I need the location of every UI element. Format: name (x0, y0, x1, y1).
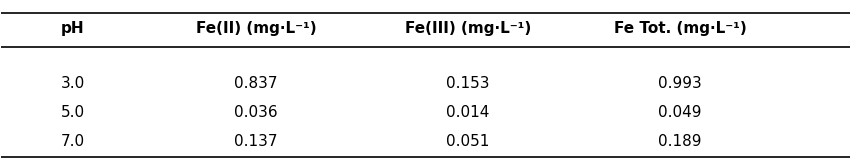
Text: 0.189: 0.189 (658, 134, 702, 149)
Text: 0.137: 0.137 (234, 134, 277, 149)
Text: 3.0: 3.0 (60, 76, 85, 91)
Text: 0.153: 0.153 (446, 76, 489, 91)
Text: Fe(II) (mg·L⁻¹): Fe(II) (mg·L⁻¹) (196, 21, 317, 36)
Text: 5.0: 5.0 (60, 105, 85, 120)
Text: pH: pH (60, 21, 84, 36)
Text: 0.993: 0.993 (658, 76, 702, 91)
Text: 0.049: 0.049 (658, 105, 702, 120)
Text: 0.036: 0.036 (234, 105, 277, 120)
Text: 0.837: 0.837 (234, 76, 277, 91)
Text: 0.051: 0.051 (446, 134, 489, 149)
Text: 0.014: 0.014 (446, 105, 489, 120)
Text: 7.0: 7.0 (60, 134, 85, 149)
Text: Fe Tot. (mg·L⁻¹): Fe Tot. (mg·L⁻¹) (614, 21, 746, 36)
Text: Fe(III) (mg·L⁻¹): Fe(III) (mg·L⁻¹) (405, 21, 531, 36)
